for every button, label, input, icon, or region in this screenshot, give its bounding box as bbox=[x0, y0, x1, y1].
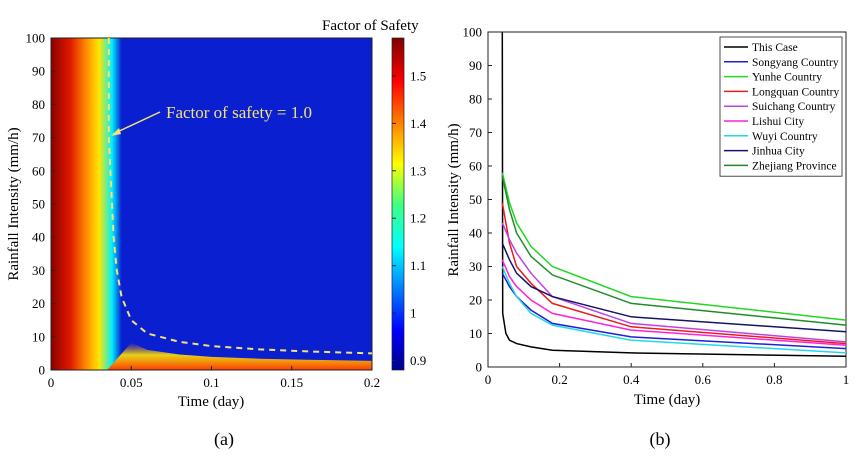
contour-annotation-arrowhead bbox=[111, 128, 121, 136]
series-line bbox=[501, 31, 847, 358]
panel-a-ytick-label: 100 bbox=[26, 31, 46, 46]
panel-b-legend: This Case Songyang Country Yunhe Country Lo… bbox=[719, 36, 843, 177]
heatmap-low-intensity-band bbox=[107, 342, 372, 370]
legend-entry: This Case bbox=[752, 42, 798, 54]
colorbar-tick-label: 1.2 bbox=[410, 211, 426, 226]
colorbar-ticks: 0.9 1 1.1 1.2 1.3 1.4 1.5 bbox=[392, 68, 427, 368]
panel-b-ytick-label: 50 bbox=[469, 192, 482, 207]
panel-b-ytick-label: 100 bbox=[463, 25, 483, 40]
panel-a-ytick-label: 90 bbox=[32, 64, 45, 79]
panel-b-xtick-label: 0.6 bbox=[695, 372, 712, 387]
panel-b-ytick-label: 80 bbox=[469, 92, 482, 107]
panel-a-ytick-label: 10 bbox=[32, 329, 45, 344]
panel-b-xtick-label: 0.2 bbox=[551, 372, 567, 387]
panel-b-ytick-label: 30 bbox=[469, 259, 482, 274]
series-line bbox=[501, 172, 847, 321]
panel-a-xtick-label: 0.05 bbox=[120, 375, 143, 390]
colorbar-tick-label: 1.4 bbox=[410, 116, 427, 131]
colorbar bbox=[391, 37, 405, 371]
panel-a-ytick-label: 20 bbox=[32, 296, 45, 311]
series-line bbox=[501, 202, 847, 345]
fs-1-contour-line bbox=[107, 38, 373, 355]
panel-a-xtick-label: 0.1 bbox=[203, 375, 219, 390]
colorbar-tick-label: 1.5 bbox=[410, 68, 426, 83]
panel-a-xlabel: Time (day) bbox=[178, 394, 245, 410]
panel-b-xtick-label: 0.4 bbox=[623, 372, 640, 387]
panel-b-ytick-label: 40 bbox=[469, 226, 482, 241]
panel-b-series bbox=[501, 31, 847, 358]
panel-b-ytick-label: 70 bbox=[469, 125, 482, 140]
panel-a-xtick-label: 0.2 bbox=[364, 375, 380, 390]
panel-b-xtick-label: 1 bbox=[843, 372, 850, 387]
panel-b-xtick-label: 0.8 bbox=[766, 372, 782, 387]
panel-a-ytick-label: 80 bbox=[32, 97, 45, 112]
panel-b-ytick-label: 60 bbox=[469, 159, 482, 174]
colorbar-tick-label: 0.9 bbox=[410, 353, 426, 368]
panel-a-ytick-label: 0 bbox=[39, 363, 46, 378]
colorbar-tick-label: 1 bbox=[410, 306, 417, 321]
panel-b-ytick-label: 0 bbox=[476, 360, 483, 375]
panel-a-ylabel: Rainfall Intensity (mm/h) bbox=[6, 127, 22, 280]
panel-a: 0 0.05 0.1 0.15 0.2 0 10 20 30 40 50 60 70 80 90 100 Fa… bbox=[6, 18, 427, 450]
colorbar-tick-label: 1.1 bbox=[410, 258, 426, 273]
colorbar-tick-label: 1.3 bbox=[410, 163, 426, 178]
panel-a-ytick-label: 50 bbox=[32, 197, 45, 212]
heatmap-field bbox=[51, 38, 372, 370]
legend-entry: Suichang Country bbox=[752, 101, 836, 113]
panel-a-ytick-label: 60 bbox=[32, 163, 45, 178]
contour-annotation: Factor of safety = 1.0 bbox=[166, 103, 312, 122]
series-line bbox=[501, 266, 847, 354]
panel-a-axes: 0 0.05 0.1 0.15 0.2 0 10 20 30 40 50 60 70 80 90 100 bbox=[26, 31, 381, 391]
series-line bbox=[501, 242, 847, 333]
panel-a-ytick-label: 40 bbox=[32, 230, 45, 245]
series-line bbox=[501, 175, 847, 326]
panel-b-ylabel: Rainfall Intensity (mm/h) bbox=[446, 123, 462, 276]
panel-b-xlabel: Time (day) bbox=[634, 392, 701, 408]
colorbar-title: Factor of Safety bbox=[322, 18, 419, 34]
legend-entry: Songyang Country bbox=[752, 57, 839, 69]
legend-entry: Yunhe Country bbox=[752, 72, 822, 84]
panel-b-label: (b) bbox=[650, 429, 671, 450]
series-line bbox=[501, 259, 847, 346]
panel-a-xtick-label: 0 bbox=[48, 375, 55, 390]
series-line bbox=[501, 222, 847, 343]
panel-a-ytick-label: 70 bbox=[32, 130, 45, 145]
panel-b-xtick-label: 0 bbox=[485, 372, 492, 387]
panel-b-ytick-label: 10 bbox=[469, 326, 482, 341]
panel-b-ytick-label: 20 bbox=[469, 293, 482, 308]
panel-a-ytick-label: 30 bbox=[32, 263, 45, 278]
legend-entry: Jinhua City bbox=[752, 146, 805, 158]
panel-b-ytick-label: 90 bbox=[469, 58, 482, 73]
legend-entry: Lishui City bbox=[752, 116, 804, 128]
legend-entry: Wuyi Country bbox=[752, 131, 818, 143]
legend-entry: Longquan Country bbox=[752, 86, 839, 98]
series-line bbox=[501, 272, 847, 350]
contour-annotation-arrow bbox=[112, 111, 161, 135]
panel-a-xtick-label: 0.15 bbox=[280, 375, 303, 390]
legend-entry: Zhejiang Province bbox=[752, 160, 837, 172]
panel-a-label: (a) bbox=[214, 429, 234, 450]
